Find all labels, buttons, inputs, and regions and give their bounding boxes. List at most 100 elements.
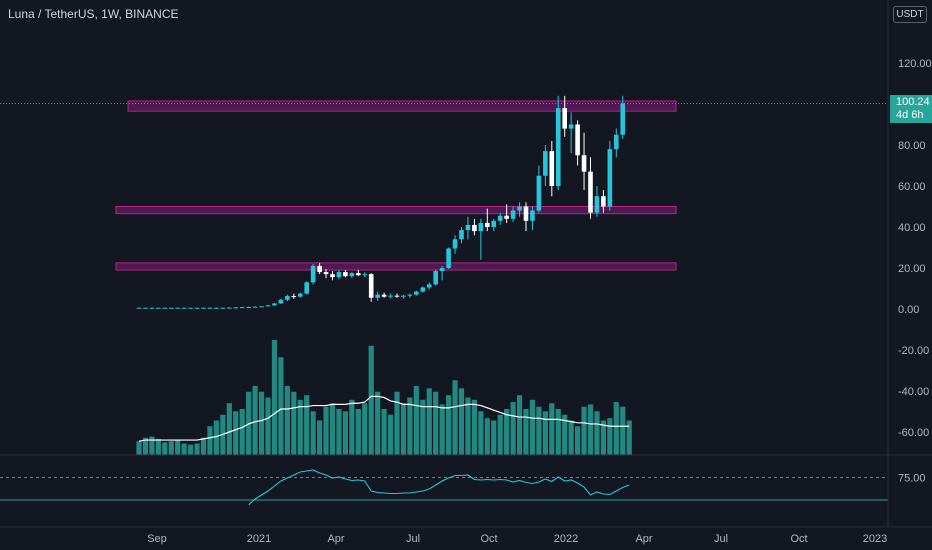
- volume-bar-22: [278, 357, 284, 455]
- y-tick-label: 80.00: [898, 140, 926, 152]
- volume-bar-9: [194, 443, 200, 455]
- volume-bar-35: [362, 403, 368, 455]
- candle-body-14: [227, 307, 232, 309]
- volume-bar-25: [297, 399, 303, 455]
- volume-bar-42: [407, 397, 413, 455]
- zone-1: [115, 206, 677, 215]
- volume-bar-53: [478, 411, 484, 455]
- rsi-tick-label: 75.00: [898, 473, 926, 485]
- candle-body-11: [207, 307, 213, 309]
- volume-bar-24: [291, 391, 297, 455]
- volume-bar-16: [239, 409, 245, 455]
- volume-bar-0: [136, 441, 142, 455]
- volume-bar-21: [271, 340, 278, 455]
- volume-bar-10: [200, 437, 207, 455]
- candle-body-58: [510, 210, 516, 219]
- volume-bar-51: [465, 397, 471, 455]
- candle-body-16: [239, 307, 245, 309]
- y-tick-label: 120.00: [898, 58, 932, 70]
- x-tick-label: Oct: [790, 533, 807, 545]
- volume-bar-11: [207, 426, 213, 455]
- volume-bar-58: [510, 402, 516, 455]
- candle-body-59: [517, 206, 522, 211]
- x-tick-label: Sep: [147, 533, 167, 545]
- volume-moving-average: [138, 395, 630, 442]
- rsi-pane: [0, 454, 932, 527]
- volume-ma-line: [138, 395, 630, 442]
- rsi-background: [0, 455, 932, 527]
- price-candles: [136, 95, 626, 309]
- x-tick-label: 2023: [863, 533, 887, 545]
- candle-body-12: [214, 307, 219, 309]
- volume-bar-55: [491, 420, 497, 455]
- candle-body-24: [291, 296, 297, 298]
- candle-body-42: [407, 294, 413, 296]
- volume-bar-62: [536, 406, 542, 455]
- volume-bar-23: [284, 386, 290, 455]
- candle-body-32: [343, 272, 348, 277]
- candle-body-21: [272, 303, 277, 306]
- volume-bar-60: [523, 409, 529, 455]
- candle-body-31: [336, 272, 342, 278]
- last-price-value: 100.24: [896, 96, 930, 108]
- zone-2: [115, 262, 677, 271]
- y-tick-label: 20.00: [898, 263, 926, 275]
- bar-countdown: 4d 6h: [896, 109, 924, 121]
- volume-bar-63: [542, 411, 548, 455]
- currency-selector[interactable]: USDT: [893, 6, 927, 23]
- candle-body-56: [497, 215, 503, 221]
- volume-bar-74: [613, 402, 619, 455]
- y-tick-label: -60.00: [898, 427, 929, 439]
- candle-body-63: [543, 151, 548, 176]
- y-tick-label: -40.00: [898, 386, 929, 398]
- candle-body-27: [310, 265, 316, 283]
- volume-bar-72: [600, 420, 606, 455]
- volume-bar-26: [304, 395, 310, 455]
- candle-body-28: [317, 265, 322, 273]
- candle-body-71: [594, 196, 600, 213]
- chart-title: Luna / TetherUS, 1W, BINANCE: [8, 7, 179, 21]
- candle-body-52: [472, 224, 477, 232]
- x-tick-label: Jul: [714, 533, 728, 545]
- candle-body-57: [504, 215, 509, 219]
- candle-body-36: [368, 274, 374, 298]
- volume-bar-64: [549, 403, 555, 455]
- candle-body-61: [530, 210, 535, 221]
- volume-bar-14: [226, 403, 232, 455]
- volume-bar-34: [355, 409, 361, 455]
- candle-body-39: [388, 295, 393, 297]
- volume-bar-56: [497, 414, 503, 455]
- candle-body-8: [188, 307, 193, 309]
- volume-bar-27: [310, 411, 316, 455]
- volume-bar-44: [420, 399, 426, 455]
- candle-body-54: [485, 222, 490, 227]
- volume-bar-29: [323, 406, 329, 455]
- candle-body-65: [555, 108, 561, 186]
- volume-bar-4: [162, 442, 168, 455]
- volume-bar-45: [426, 388, 432, 455]
- candle-body-4: [162, 307, 168, 309]
- support-resistance-zones: [115, 100, 677, 271]
- volume-bar-76: [626, 420, 632, 455]
- candle-body-22: [278, 299, 284, 304]
- volume-bar-43: [413, 386, 419, 455]
- candle-body-29: [323, 272, 329, 275]
- rsi-line: [248, 469, 630, 506]
- candle-body-2: [149, 307, 155, 309]
- volume-bar-49: [452, 380, 458, 455]
- volume-bar-52: [471, 399, 477, 455]
- candle-body-30: [330, 274, 335, 278]
- x-tick-label: Apr: [635, 533, 652, 545]
- candle-body-46: [433, 271, 438, 285]
- price-axis: 120.00100.0080.0060.0040.0020.000.00-20.…: [887, 0, 932, 527]
- x-tick-label: 2021: [247, 533, 271, 545]
- candle-body-15: [233, 307, 239, 309]
- candle-body-41: [401, 295, 406, 297]
- candle-body-44: [420, 287, 426, 292]
- volume-bar-69: [581, 406, 587, 455]
- candle-body-3: [156, 307, 161, 309]
- candle-body-0: [136, 307, 142, 309]
- y-tick-label: 60.00: [898, 181, 926, 193]
- candle-body-19: [259, 306, 264, 308]
